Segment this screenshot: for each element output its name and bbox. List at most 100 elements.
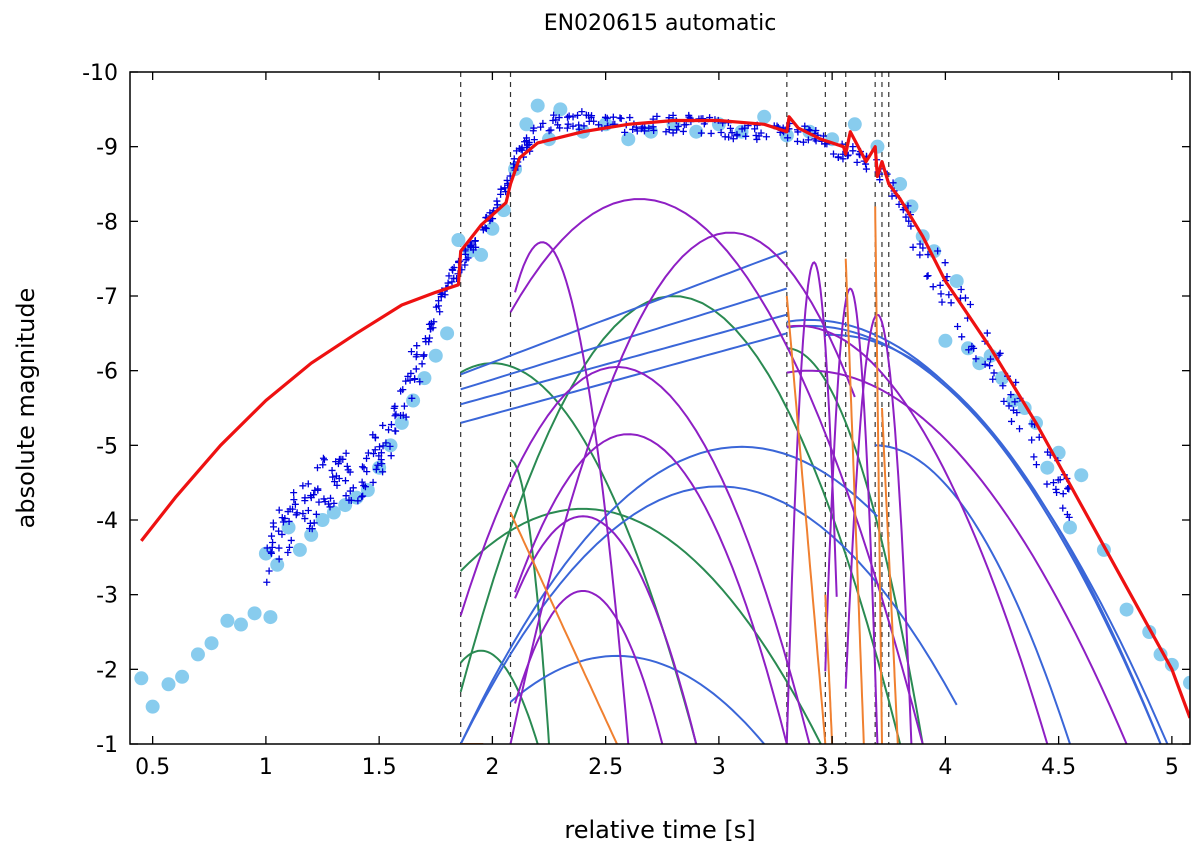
observed-dense-point bbox=[337, 455, 345, 463]
observed-dense-point bbox=[376, 443, 384, 451]
y-tick-label: -10 bbox=[82, 61, 118, 86]
fragments_green-curve-0 bbox=[459, 295, 902, 744]
fragments_blue-curve-3 bbox=[460, 332, 788, 424]
x-tick-label: 5 bbox=[1165, 755, 1179, 780]
observed-dense-point bbox=[333, 481, 341, 489]
observed-dense-point bbox=[510, 155, 518, 163]
y-tick-label: -8 bbox=[96, 210, 118, 235]
x-tick-label: 0.5 bbox=[135, 755, 170, 780]
observed-dense-point bbox=[347, 496, 355, 504]
observed-dense-point bbox=[329, 473, 337, 481]
observed-dense-point bbox=[569, 122, 577, 130]
observed-dense-point bbox=[307, 494, 315, 502]
observed-sparse-point bbox=[949, 274, 964, 289]
observed-dense-point bbox=[707, 129, 715, 137]
observed-dense-point bbox=[278, 514, 286, 522]
observed-sparse-point bbox=[530, 98, 545, 113]
observed-dense-point bbox=[575, 121, 583, 129]
fragments_blue-curve-9 bbox=[825, 333, 1162, 744]
observed-dense-point bbox=[286, 505, 294, 513]
observed-dense-point bbox=[550, 111, 558, 119]
observed-dense-point bbox=[1035, 433, 1043, 441]
x-tick-label: 3.5 bbox=[815, 755, 850, 780]
plot-frame bbox=[129, 71, 1191, 745]
observed-dense-point bbox=[958, 333, 966, 341]
observed-dense-point bbox=[320, 456, 328, 464]
fragments_purple-curve-5 bbox=[514, 515, 698, 744]
observed-dense-point bbox=[989, 375, 997, 383]
observed-dense-point bbox=[986, 362, 994, 370]
observed-dense-point bbox=[539, 119, 547, 127]
observed-dense-point bbox=[342, 477, 350, 485]
y-axis-title: absolute magnitude bbox=[12, 288, 40, 529]
observed-dense-point bbox=[909, 243, 917, 251]
observed-dense-point bbox=[905, 217, 913, 225]
observed-dense-point bbox=[285, 543, 293, 551]
x-tick-label: 1.5 bbox=[362, 755, 397, 780]
observed-sparse-point bbox=[1062, 520, 1077, 535]
fragments_green-curve-3 bbox=[459, 649, 539, 744]
observed-sparse-point bbox=[204, 636, 219, 651]
observed-dense-point bbox=[346, 487, 354, 495]
observed-sparse-point bbox=[621, 132, 636, 147]
observed-dense-point bbox=[1053, 489, 1061, 497]
observed-dense-point bbox=[371, 434, 379, 442]
observed-dense-point bbox=[529, 127, 537, 135]
observed-dense-point bbox=[387, 452, 395, 460]
observed-dense-point bbox=[637, 125, 645, 133]
observed-dense-point bbox=[820, 132, 828, 140]
fragments_purple-curve-2 bbox=[514, 241, 630, 744]
observed-dense-point bbox=[363, 454, 371, 462]
fragments_orange-curve-3 bbox=[824, 594, 834, 744]
x-tick-label: 4 bbox=[938, 755, 952, 780]
observed-dense-point bbox=[400, 402, 408, 410]
observed-dense-point bbox=[919, 244, 927, 252]
fragments_blue-curve-4 bbox=[459, 445, 879, 744]
observed-sparse-point bbox=[394, 415, 409, 430]
observed-dense-point bbox=[965, 346, 973, 354]
fragments_green-curve-5 bbox=[786, 347, 924, 744]
observed-dense-point bbox=[650, 126, 658, 134]
fragments_purple-curve-11 bbox=[786, 369, 1128, 744]
x-axis-title: relative time [s] bbox=[564, 816, 755, 844]
y-tick-label: -5 bbox=[96, 434, 118, 459]
observed-dense-point bbox=[358, 493, 366, 501]
observed-dense-point bbox=[957, 286, 965, 294]
observed-dense-point bbox=[679, 127, 687, 135]
observed-dense-point bbox=[385, 426, 393, 434]
x-tick-label: 1 bbox=[259, 755, 273, 780]
observed-dense-point bbox=[1016, 425, 1024, 433]
observed-sparse-point bbox=[304, 527, 319, 542]
fragments_blue-curve-0 bbox=[460, 250, 788, 376]
observed-dense-point bbox=[968, 342, 976, 350]
observed-dense-point bbox=[762, 133, 770, 141]
observed-dense-point bbox=[626, 114, 634, 122]
observed-dense-point bbox=[354, 497, 362, 505]
observed-dense-point bbox=[268, 532, 276, 540]
observed-dense-point bbox=[392, 410, 400, 418]
x-tick-label: 3 bbox=[712, 755, 726, 780]
observed-dense-point bbox=[1000, 397, 1008, 405]
observed-sparse-point bbox=[372, 460, 387, 475]
observed-dense-point bbox=[669, 129, 677, 137]
observed-dense-point bbox=[839, 155, 847, 163]
observed-dense-point bbox=[301, 515, 309, 523]
observed-sparse-point bbox=[220, 613, 235, 628]
observed-sparse-point bbox=[406, 393, 421, 408]
observed-dense-point bbox=[413, 351, 421, 359]
observed-dense-point bbox=[275, 527, 283, 535]
observed-dense-point bbox=[275, 544, 283, 552]
observed-dense-point bbox=[1050, 479, 1057, 487]
observed-dense-point bbox=[342, 449, 350, 457]
observed-dense-point bbox=[804, 136, 812, 144]
observed-dense-point bbox=[924, 272, 932, 280]
fragments_purple-curve-10 bbox=[786, 324, 1049, 744]
observed-dense-point bbox=[513, 147, 521, 155]
observed-dense-point bbox=[1009, 406, 1017, 414]
observed-dense-point bbox=[263, 578, 271, 586]
y-tick-label: -7 bbox=[96, 285, 118, 310]
observed-dense-point bbox=[616, 114, 624, 122]
observed-dense-point bbox=[947, 299, 955, 307]
observed-dense-point bbox=[641, 124, 649, 132]
observed-dense-point bbox=[844, 152, 852, 160]
